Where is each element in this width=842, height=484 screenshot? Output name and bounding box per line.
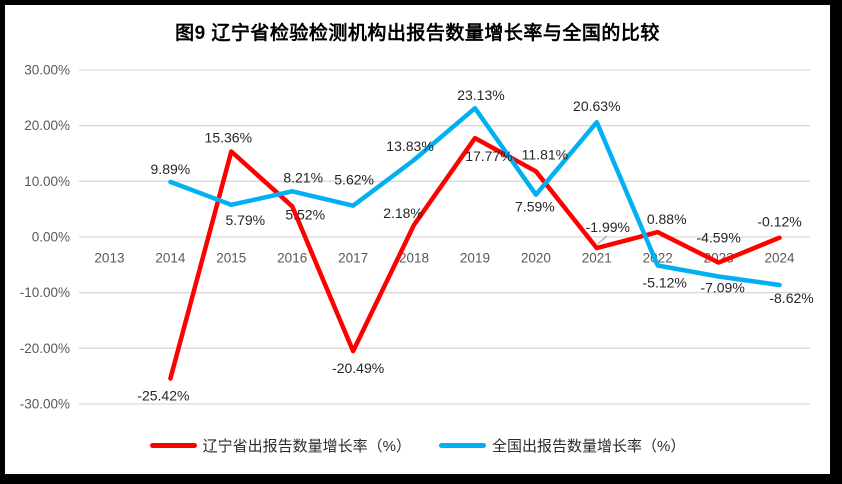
y-axis-tick-label: 0.00%	[32, 230, 70, 245]
y-axis-tick-label: 10.00%	[24, 174, 70, 189]
x-axis-tick-label: 2020	[521, 251, 551, 266]
data-label: 13.83%	[386, 138, 433, 154]
data-label: 11.81%	[522, 146, 568, 162]
x-axis-tick-label: 2019	[460, 251, 490, 266]
series-line-national	[168, 105, 782, 288]
data-label: 15.36%	[205, 129, 252, 145]
label-leader-line	[597, 235, 608, 245]
data-label: 9.89%	[151, 161, 191, 177]
x-axis-tick-label: 2016	[277, 251, 307, 266]
data-label: -20.49%	[332, 360, 384, 376]
legend-label-national: 全国出报告数量增长率（%）	[492, 438, 686, 455]
data-label: 7.59%	[515, 199, 555, 215]
legend-item-liaoning: 辽宁省出报告数量增长率（%）	[149, 435, 411, 456]
data-label: 20.63%	[573, 98, 620, 114]
y-axis-tick-label: -10.00%	[20, 285, 70, 300]
data-label: 8.21%	[283, 169, 323, 185]
x-axis-tick-label: 2022	[643, 251, 673, 266]
legend-item-national: 全国出报告数量增长率（%）	[439, 435, 685, 456]
x-axis-tick-label: 2014	[155, 251, 186, 266]
x-axis-tick-label: 2015	[216, 251, 246, 266]
x-axis-tick-label: 2021	[582, 251, 612, 266]
data-label: 0.88%	[647, 211, 687, 227]
data-label: 5.79%	[225, 212, 265, 228]
y-axis-tick-label: -30.00%	[20, 397, 70, 412]
series-line-liaoning	[168, 135, 782, 381]
data-label: -8.62%	[769, 290, 813, 306]
data-label: -1.99%	[586, 219, 630, 235]
x-axis-tick-label: 2018	[399, 251, 429, 266]
chart-title: 图9 辽宁省检验检测机构出报告数量增长率与全国的比较	[175, 23, 660, 44]
data-label: 23.13%	[457, 87, 504, 103]
legend-label-liaoning: 辽宁省出报告数量增长率（%）	[202, 438, 411, 455]
legend-swatch-national	[439, 443, 486, 448]
y-axis-tick-label: -20.00%	[20, 341, 70, 356]
data-label: 2.18%	[383, 205, 423, 221]
x-axis-tick-label: 2013	[94, 251, 124, 266]
data-label: 17.77%	[465, 148, 512, 164]
data-label: -25.42%	[137, 388, 189, 404]
data-label: 5.62%	[334, 172, 374, 188]
data-label: -0.12%	[757, 214, 801, 230]
x-axis-tick-label: 2024	[765, 251, 796, 266]
y-axis-tick-label: 20.00%	[24, 118, 70, 133]
data-label: -4.59%	[696, 230, 740, 246]
data-label: 5.52%	[285, 206, 325, 222]
data-label: -5.12%	[643, 275, 687, 291]
legend-swatch-liaoning	[149, 443, 197, 448]
chart-canvas: 30.00% 20.00% 10.00% 0.00% -10.00% -20.00% -30…	[20, 63, 814, 412]
x-axis-tick-label: 2017	[338, 251, 368, 266]
y-axis-tick-label: 30.00%	[24, 63, 70, 78]
data-label: -7.09%	[700, 279, 744, 295]
chart-legend: 辽宁省出报告数量增长率（%） 全国出报告数量增长率（%）	[5, 435, 830, 456]
